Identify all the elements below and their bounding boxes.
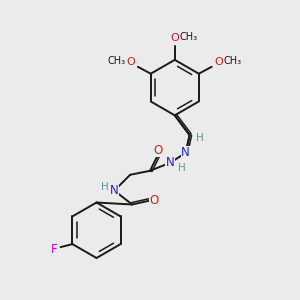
Text: O: O [149, 194, 159, 207]
Text: F: F [51, 243, 58, 256]
Text: CH₃: CH₃ [180, 32, 198, 42]
Text: H: H [178, 163, 186, 173]
Text: O: O [153, 143, 163, 157]
Text: O: O [127, 57, 135, 67]
Text: CH₃: CH₃ [224, 56, 242, 66]
Text: O: O [214, 57, 223, 67]
Text: H: H [100, 182, 108, 192]
Text: N: N [110, 184, 119, 197]
Text: N: N [165, 156, 174, 170]
Text: H: H [196, 133, 203, 143]
Text: O: O [170, 33, 179, 43]
Text: CH₃: CH₃ [108, 56, 126, 66]
Text: N: N [181, 146, 190, 160]
